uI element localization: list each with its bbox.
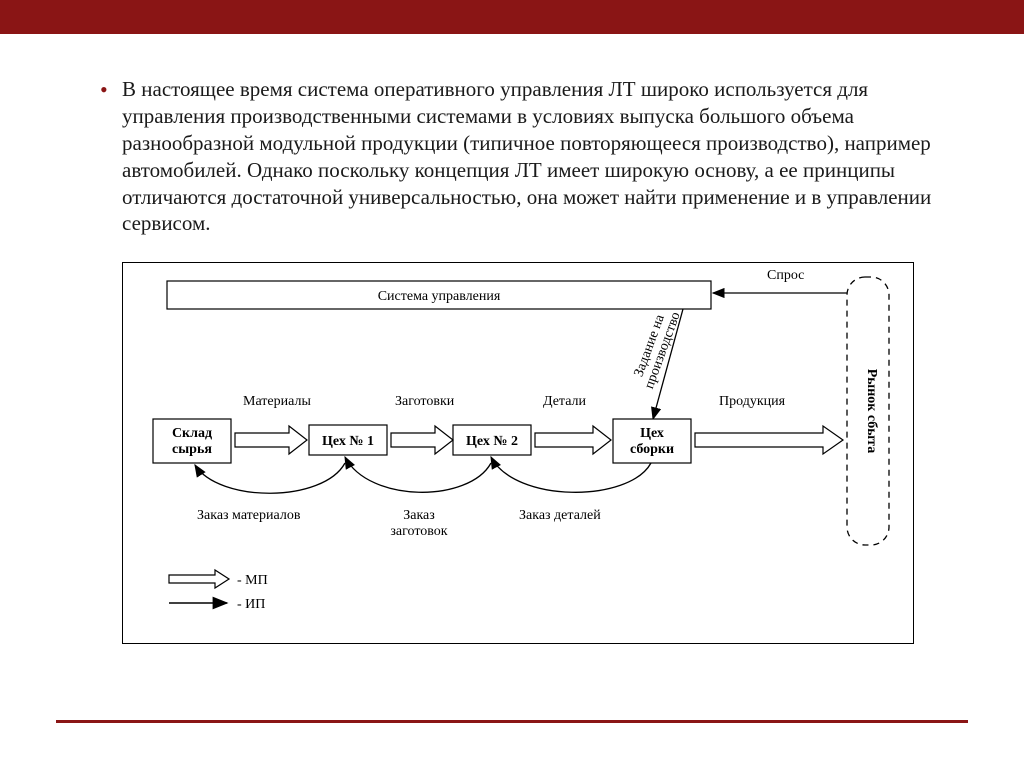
- legend-mp-icon: [169, 570, 229, 588]
- svg-text:Склад: Склад: [172, 426, 212, 441]
- arc-order-blanks: [345, 457, 491, 492]
- top-accent-bar: [0, 0, 1024, 34]
- arc-order-materials: [195, 463, 345, 493]
- diagram-svg: Система управления Спрос Рынок сбыта Зад…: [123, 263, 913, 643]
- svg-text:Цех № 2: Цех № 2: [466, 434, 518, 449]
- hollow-arrow-4: [695, 426, 843, 454]
- box-shop2: Цех № 2: [453, 425, 531, 455]
- label-order-blanks-1: Заказ: [403, 508, 435, 523]
- flow-diagram: Система управления Спрос Рынок сбыта Зад…: [122, 262, 914, 644]
- legend-mp-label: - МП: [237, 573, 268, 588]
- box-shop1: Цех № 1: [309, 425, 387, 455]
- label-market: Рынок сбыта: [864, 369, 879, 453]
- bullet-text: В настоящее время система оперативного у…: [122, 77, 931, 235]
- legend: - МП - ИП: [169, 570, 268, 612]
- box-assembly: Цех сборки: [613, 419, 691, 463]
- hollow-arrow-2: [391, 426, 453, 454]
- legend-ip-label: - ИП: [237, 597, 265, 612]
- svg-text:Цех № 1: Цех № 1: [322, 434, 374, 449]
- svg-text:сырья: сырья: [172, 442, 212, 457]
- label-order-blanks-2: заготовок: [390, 524, 447, 539]
- bottom-accent-bar: [56, 720, 968, 723]
- label-blanks: Заготовки: [395, 394, 455, 409]
- label-products: Продукция: [719, 394, 786, 409]
- label-demand: Спрос: [767, 268, 804, 283]
- label-order-materials: Заказ материалов: [197, 508, 301, 523]
- label-materials: Материалы: [243, 394, 311, 409]
- svg-text:сборки: сборки: [630, 442, 674, 457]
- slide: В настоящее время система оперативного у…: [0, 0, 1024, 767]
- bullet-item: В настоящее время система оперативного у…: [100, 76, 940, 237]
- hollow-arrow-1: [235, 426, 307, 454]
- label-management: Система управления: [378, 289, 501, 304]
- bullet-text-block: В настоящее время система оперативного у…: [100, 76, 940, 237]
- label-order-parts: Заказ деталей: [519, 508, 601, 523]
- label-parts: Детали: [543, 394, 587, 409]
- hollow-arrow-3: [535, 426, 611, 454]
- svg-text:Цех: Цех: [640, 426, 664, 441]
- label-task-group: Задание на производство: [629, 305, 684, 391]
- box-warehouse: Склад сырья: [153, 419, 231, 463]
